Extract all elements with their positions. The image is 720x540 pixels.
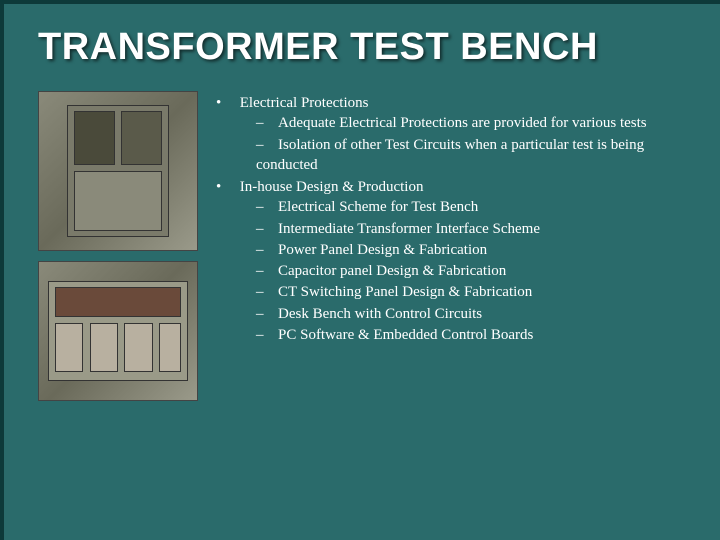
sub-bullet-item: Intermediate Transformer Interface Schem…: [256, 219, 686, 239]
sub-bullet-item: Isolation of other Test Circuits when a …: [256, 135, 686, 176]
slide: TRANSFORMER TEST BENCH Electrical Pr: [0, 0, 720, 540]
sub-bullet-item: CT Switching Panel Design & Fabrication: [256, 282, 686, 302]
equipment-photo-2: [38, 261, 198, 401]
slide-title: TRANSFORMER TEST BENCH: [38, 26, 686, 69]
sub-bullet-item: Electrical Scheme for Test Bench: [256, 197, 686, 217]
sub-bullet-item: Adequate Electrical Protections are prov…: [256, 113, 686, 133]
bullet-item: Electrical Protections Adequate Electric…: [220, 93, 686, 175]
bullet-list: Electrical Protections Adequate Electric…: [212, 93, 686, 345]
bullet-item: In-house Design & Production Electrical …: [220, 177, 686, 345]
sub-bullet-item: Capacitor panel Design & Fabrication: [256, 261, 686, 281]
sub-bullet-item: Desk Bench with Control Circuits: [256, 304, 686, 324]
bullet-text-area: Electrical Protections Adequate Electric…: [212, 91, 686, 401]
slide-content: Electrical Protections Adequate Electric…: [38, 91, 686, 401]
image-column: [38, 91, 198, 401]
sub-bullet-list: Adequate Electrical Protections are prov…: [220, 113, 686, 175]
equipment-photo-1: [38, 91, 198, 251]
sub-bullet-list: Electrical Scheme for Test Bench Interme…: [220, 197, 686, 345]
bullet-label: In-house Design & Production: [240, 179, 424, 195]
bullet-label: Electrical Protections: [240, 95, 369, 111]
sub-bullet-item: Power Panel Design & Fabrication: [256, 240, 686, 260]
sub-bullet-item: PC Software & Embedded Control Boards: [256, 325, 686, 345]
